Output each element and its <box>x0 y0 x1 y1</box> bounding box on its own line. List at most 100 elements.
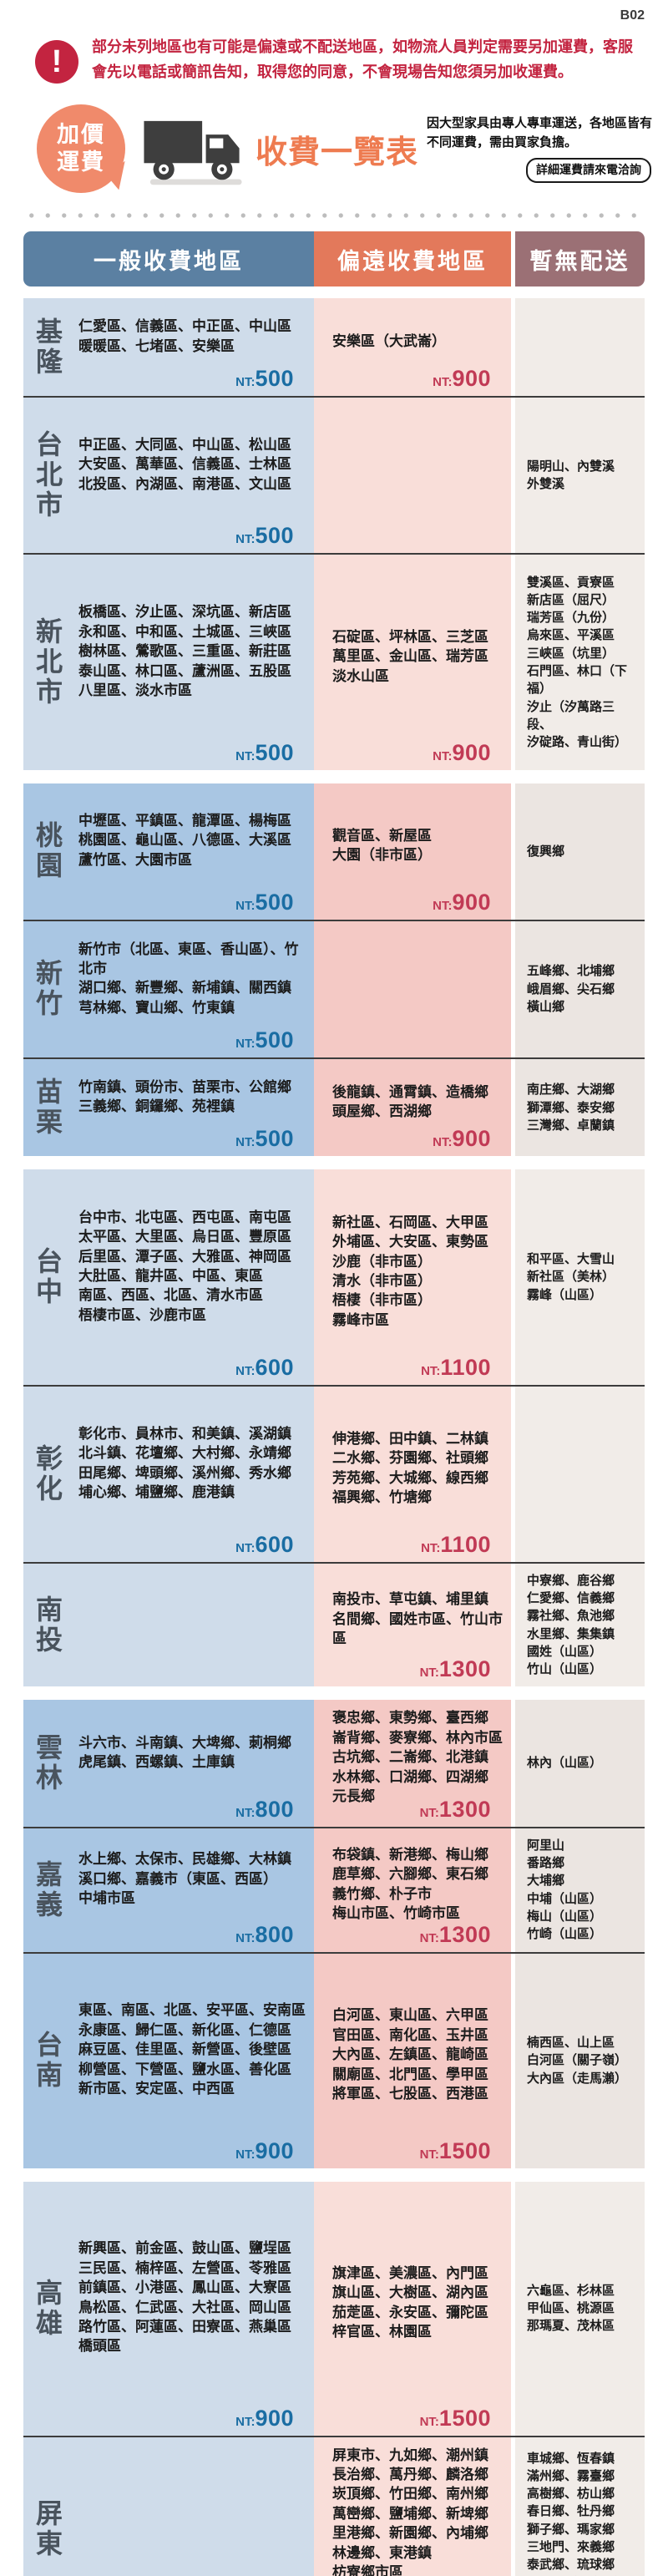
contact-pill: 詳細運費請來電洽詢 <box>526 158 651 184</box>
no-delivery-cell <box>515 298 645 396</box>
general-fee-cell: 雲林 斗六市、斗南鎮、大埤鄉、莿桐鄉 虎尾鎮、西螺鎮、土庫鎮 NT:800 <box>23 1700 314 1827</box>
general-fee-cell: 台北市 中正區、大同區、中山區、松山區 大安區、萬華區、信義區、士林區 北投區、內湖… <box>23 397 314 554</box>
remote-price: NT:1100 <box>421 1354 491 1380</box>
region-label: 新竹 <box>33 959 63 1020</box>
region-label: 台北市 <box>33 430 63 521</box>
no-delivery-cell: 五峰鄉、北埔鄉 峨眉鄉、尖石鄉 橫山鄉 <box>515 920 645 1058</box>
remote-district-list: 南投市、草屯鎮、埔里鎮 名間鄉、國姓市區、竹山市區 <box>332 1591 503 1647</box>
general-fee-cell: 苗栗 竹南鎮、頭份市、苗栗市、公館鄉 三義鄉、銅鑼鄉、苑裡鎮 NT:500 <box>23 1059 314 1157</box>
remote-price: NT:900 <box>433 365 491 391</box>
surcharge-bubble: 加價 運費 <box>37 104 125 194</box>
remote-fee-cell: 白河區、東山區、六甲區 官田區、南化區、玉井區 大內區、左鎮區、龍崎區 關廟區、北門區… <box>314 1953 511 2168</box>
remote-district-list: 褒忠鄉、東勢鄉、臺西鄉 崙背鄉、麥寮鄉、林內市區 古坑鄉、二崙鄉、北港鎮 水林鄉、口湖… <box>332 1710 503 1805</box>
general-price: NT:600 <box>235 1354 294 1380</box>
general-price: NT:800 <box>235 1796 294 1822</box>
fee-table-row: 高雄 新興區、前金區、鼓山區、鹽埕區 三民區、楠梓區、左營區、苓雅區 前鎮區、小港區… <box>23 2181 645 2436</box>
general-fee-cell: 台南 東區、南區、北區、安平區、安南區 永康區、歸仁區、新化區、仁德區 麻豆區、佳里… <box>23 1953 314 2168</box>
remote-district-list: 後龍鎮、通霄鎮、造橋鄉 頭屋鄉、西湖鄉 <box>332 1083 488 1120</box>
remote-district-list: 布袋鎮、新港鄉、梅山鄉 鹿草鄉、六腳鄉、東石鄉 義竹鄉、朴子市 梅山市區、竹崎市區 <box>332 1846 488 1922</box>
remote-district-list: 屏東市、九如鄉、潮州鎮 長治鄉、萬丹鄉、麟洛鄉 崁頂鄉、竹田鄉、南州鄉 萬巒鄉、鹽埔鄉… <box>332 2447 488 2576</box>
remote-price: NT:1300 <box>419 1656 491 1682</box>
remote-fee-cell: 觀音區、新屋區 大園（非市區） NT:900 <box>314 783 511 920</box>
remote-district-list: 白河區、東山區、六甲區 官田區、南化區、玉井區 大內區、左鎮區、龍崎區 關廟區、北門區… <box>332 2007 488 2102</box>
fee-table-row: 雲林 斗六市、斗南鎮、大埤鄉、莿桐鄉 虎尾鎮、西螺鎮、土庫鎮 NT:800 褒忠鄉… <box>23 1700 645 1827</box>
general-fee-cell: 新北市 板橋區、汐止區、深坑區、新店區 永和區、中和區、土城區、三峽區 樹林區、鶯歌… <box>23 555 314 770</box>
remote-price: NT:1300 <box>419 1921 491 1947</box>
no-delivery-cell: 楠西區、山上區 白河區（關子嶺） 大內區（走馬瀨） <box>515 1953 645 2168</box>
general-district-list: 新興區、前金區、鼓山區、鹽埕區 三民區、楠梓區、左營區、苓雅區 前鎮區、小港區、鳳山… <box>78 2240 291 2355</box>
remote-price: NT:900 <box>433 739 491 765</box>
general-district-list: 台中市、北屯區、西屯區、南屯區 太平區、大里區、烏日區、豐原區 后里區、潭子區、大雅… <box>78 1209 291 1323</box>
remote-fee-cell: 南投市、草屯鎮、埔里鎮 名間鄉、國姓市區、竹山市區 NT:1300 <box>314 1563 511 1687</box>
fee-table-row: 南投 南投市、草屯鎮、埔里鎮 名間鄉、國姓市區、竹山市區 NT:1300 中寮鄉、… <box>23 1561 645 1687</box>
general-fee-cell: 桃園 中壢區、平鎮區、龍潭區、楊梅區 桃園區、龜山區、八德區、大溪區 蘆竹區、大園市… <box>23 783 314 920</box>
no-delivery-cell: 南庄鄉、大湖鄉 獅潭鄉、泰安鄉 三灣鄉、卓蘭鎮 <box>515 1059 645 1157</box>
no-delivery-cell: 車城鄉、恆春鎮 滿州鄉、霧臺鄉 高樹鄉、枋山鄉 春日鄉、牡丹鄉 獅子鄉、瑪家鄉 三地門、來… <box>515 2437 645 2576</box>
general-fee-cell: 基隆 仁愛區、信義區、中正區、中山區 暖暖區、七堵區、安樂區 NT:500 <box>23 298 314 396</box>
general-district-list: 東區、南區、北區、安平區、安南區 永康區、歸仁區、新化區、仁德區 麻豆區、佳里區、新… <box>78 2002 306 2097</box>
general-price: NT:500 <box>235 365 294 391</box>
no-delivery-cell: 陽明山、內雙溪 外雙溪 <box>515 397 645 554</box>
general-price: NT:500 <box>235 889 294 915</box>
remote-fee-cell <box>314 920 511 1058</box>
no-delivery-district-list: 楠西區、山上區 白河區（關子嶺） 大內區（走馬瀨） <box>527 2036 628 2086</box>
remote-district-list: 新社區、石岡區、大甲區 外埔區、大安區、東勢區 沙鹿（非市區） 清水（非市區） 梧棲（非… <box>332 1214 488 1328</box>
no-delivery-cell: 六龜區、杉林區 甲仙區、桃源區 那瑪夏、茂林區 <box>515 2181 645 2436</box>
no-delivery-cell: 雙溪區、貢寮區 新店區（屈尺） 瑞芳區（九份） 烏來區、平溪區 三峽區（坑里） 石門區、林… <box>515 555 645 770</box>
general-price: NT:500 <box>235 1027 294 1053</box>
fee-table-row: 嘉義 水上鄉、太保市、民雄鄉、大林鎮 溪口鄉、嘉義市（東區、西區） 中埔市區 NT:… <box>23 1826 645 1952</box>
fee-table-row: 台中 台中市、北屯區、西屯區、南屯區 太平區、大里區、烏日區、豐原區 后里區、潭子區… <box>23 1169 645 1385</box>
region-label: 基隆 <box>33 317 63 378</box>
remote-price: NT:1100 <box>421 1531 491 1557</box>
page-code: B02 <box>620 8 645 23</box>
general-fee-cell: 彰化 彰化市、員林市、和美鎮、溪湖鎮 北斗鎮、花壇鄉、大村鄉、永靖鄉 田尾鄉、埤頭鄉… <box>23 1386 314 1562</box>
no-delivery-cell: 林內（山區） <box>515 1700 645 1827</box>
remote-fee-cell: 布袋鎮、新港鄉、梅山鄉 鹿草鄉、六腳鄉、東石鄉 義竹鄉、朴子市 梅山市區、竹崎市區 N… <box>314 1828 511 1952</box>
column-header-remote: 偏遠收費地區 <box>314 231 511 287</box>
general-district-list: 水上鄉、太保市、民雄鄉、大林鎮 溪口鄉、嘉義市（東區、西區） 中埔市區 <box>78 1851 291 1907</box>
remote-fee-cell: 伸港鄉、田中鎮、二林鎮 二水鄉、芬園鄉、社頭鄉 芳苑鄉、大城鄉、線西鄉 福興鄉、竹塘鄉… <box>314 1386 511 1562</box>
region-label: 新北市 <box>33 616 63 707</box>
remote-fee-cell: 旗津區、美濃區、內門區 旗山區、大樹區、湖內區 茄萣區、永安區、彌陀區 梓官區、林園區… <box>314 2181 511 2436</box>
no-delivery-cell <box>515 1386 645 1562</box>
general-price: NT:900 <box>235 2405 294 2431</box>
no-delivery-district-list: 陽明山、內雙溪 外雙溪 <box>527 459 615 492</box>
no-delivery-district-list: 中寮鄉、鹿谷鄉 仁愛鄉、信義鄉 霧社鄉、魚池鄉 水里鄉、集集鎮 國姓（山區） 竹山（山區） <box>527 1573 615 1677</box>
bubble-line2: 運費 <box>57 150 105 175</box>
fee-table-row: 苗栗 竹南鎮、頭份市、苗栗市、公館鄉 三義鄉、銅鑼鄉、苑裡鎮 NT:500 後龍鎮… <box>23 1057 645 1157</box>
remote-fee-cell: 新社區、石岡區、大甲區 外埔區、大安區、東勢區 沙鹿（非市區） 清水（非市區） 梧棲（非… <box>314 1169 511 1385</box>
general-fee-cell: 高雄 新興區、前金區、鼓山區、鹽埕區 三民區、楠梓區、左營區、苓雅區 前鎮區、小港區… <box>23 2181 314 2436</box>
header-band: 加價 運費 收費一覽表 因大型家具由專人專車運送，各地區皆有不同運費，需由買家負… <box>0 84 668 196</box>
region-label: 苗栗 <box>33 1078 63 1138</box>
remote-fee-cell: 石碇區、坪林區、三芝區 萬里區、金山區、瑞芳區 淡水山區 NT:900 <box>314 555 511 770</box>
column-header-general: 一般收費地區 <box>23 231 314 287</box>
general-district-list: 板橋區、汐止區、深坑區、新店區 永和區、中和區、土城區、三峽區 樹林區、鶯歌區、三重… <box>78 604 291 699</box>
remote-fee-cell: 褒忠鄉、東勢鄉、臺西鄉 崙背鄉、麥寮鄉、林內市區 古坑鄉、二崙鄉、北港鎮 水林鄉、口湖… <box>314 1700 511 1827</box>
remote-district-list: 安樂區（大武崙） <box>332 332 446 349</box>
general-price: NT:900 <box>235 2137 294 2163</box>
warning-notice: ! 部分未列地區也有可能是偏遠或不配送地區，如物流人員判定需要另加運費，客服會先… <box>0 0 668 84</box>
no-delivery-district-list: 六龜區、杉林區 甲仙區、桃源區 那瑪夏、茂林區 <box>527 2283 615 2334</box>
general-price: NT:800 <box>235 1921 294 1947</box>
region-label: 南投 <box>33 1595 63 1656</box>
delivery-truck-icon <box>140 107 245 191</box>
no-delivery-cell: 復興鄉 <box>515 783 645 920</box>
general-fee-cell: 新竹 新竹市（北區、東區、香山區）、竹北市 湖口鄉、新豐鄉、新埔鎮、關西鎮 芎林鄉、… <box>23 920 314 1058</box>
general-price: NT:500 <box>235 739 294 765</box>
no-delivery-district-list: 和平區、大雪山 新社區（美林） 霧峰（山區） <box>527 1252 615 1302</box>
no-delivery-cell: 阿里山 番路鄉 大埔鄉 中埔（山區） 梅山（山區） 竹崎（山區） <box>515 1828 645 1952</box>
no-delivery-district-list: 復興鄉 <box>527 844 565 859</box>
region-label: 台南 <box>33 2031 63 2092</box>
general-district-list: 新竹市（北區、東區、香山區）、竹北市 湖口鄉、新豐鄉、新埔鎮、關西鎮 芎林鄉、寶山鄉… <box>78 941 299 1016</box>
fee-table: 一般收費地區 偏遠收費地區 暫無配送 基隆 仁愛區、信義區、中正區、中山區 暖暖區… <box>23 231 645 2576</box>
region-label: 桃園 <box>33 821 63 882</box>
exclamation-icon: ! <box>35 40 78 84</box>
remote-price: NT:900 <box>433 889 491 915</box>
remote-district-list: 觀音區、新屋區 大園（非市區） <box>332 827 432 864</box>
region-label: 雲林 <box>33 1733 63 1794</box>
no-delivery-district-list: 車城鄉、恆春鎮 滿州鄉、霧臺鄉 高樹鄉、枋山鄉 春日鄉、牡丹鄉 獅子鄉、瑪家鄉 三地門、來… <box>527 2451 627 2576</box>
region-label: 嘉義 <box>33 1859 63 1920</box>
fee-table-row: 台南 東區、南區、北區、安平區、安南區 永康區、歸仁區、新化區、仁德區 麻豆區、佳里… <box>23 1951 645 2168</box>
general-district-list: 中壢區、平鎮區、龍潭區、楊梅區 桃園區、龜山區、八德區、大溪區 蘆竹區、大園市區 <box>78 812 291 868</box>
no-delivery-district-list: 五峰鄉、北埔鄉 峨眉鄉、尖石鄉 橫山鄉 <box>527 964 615 1015</box>
